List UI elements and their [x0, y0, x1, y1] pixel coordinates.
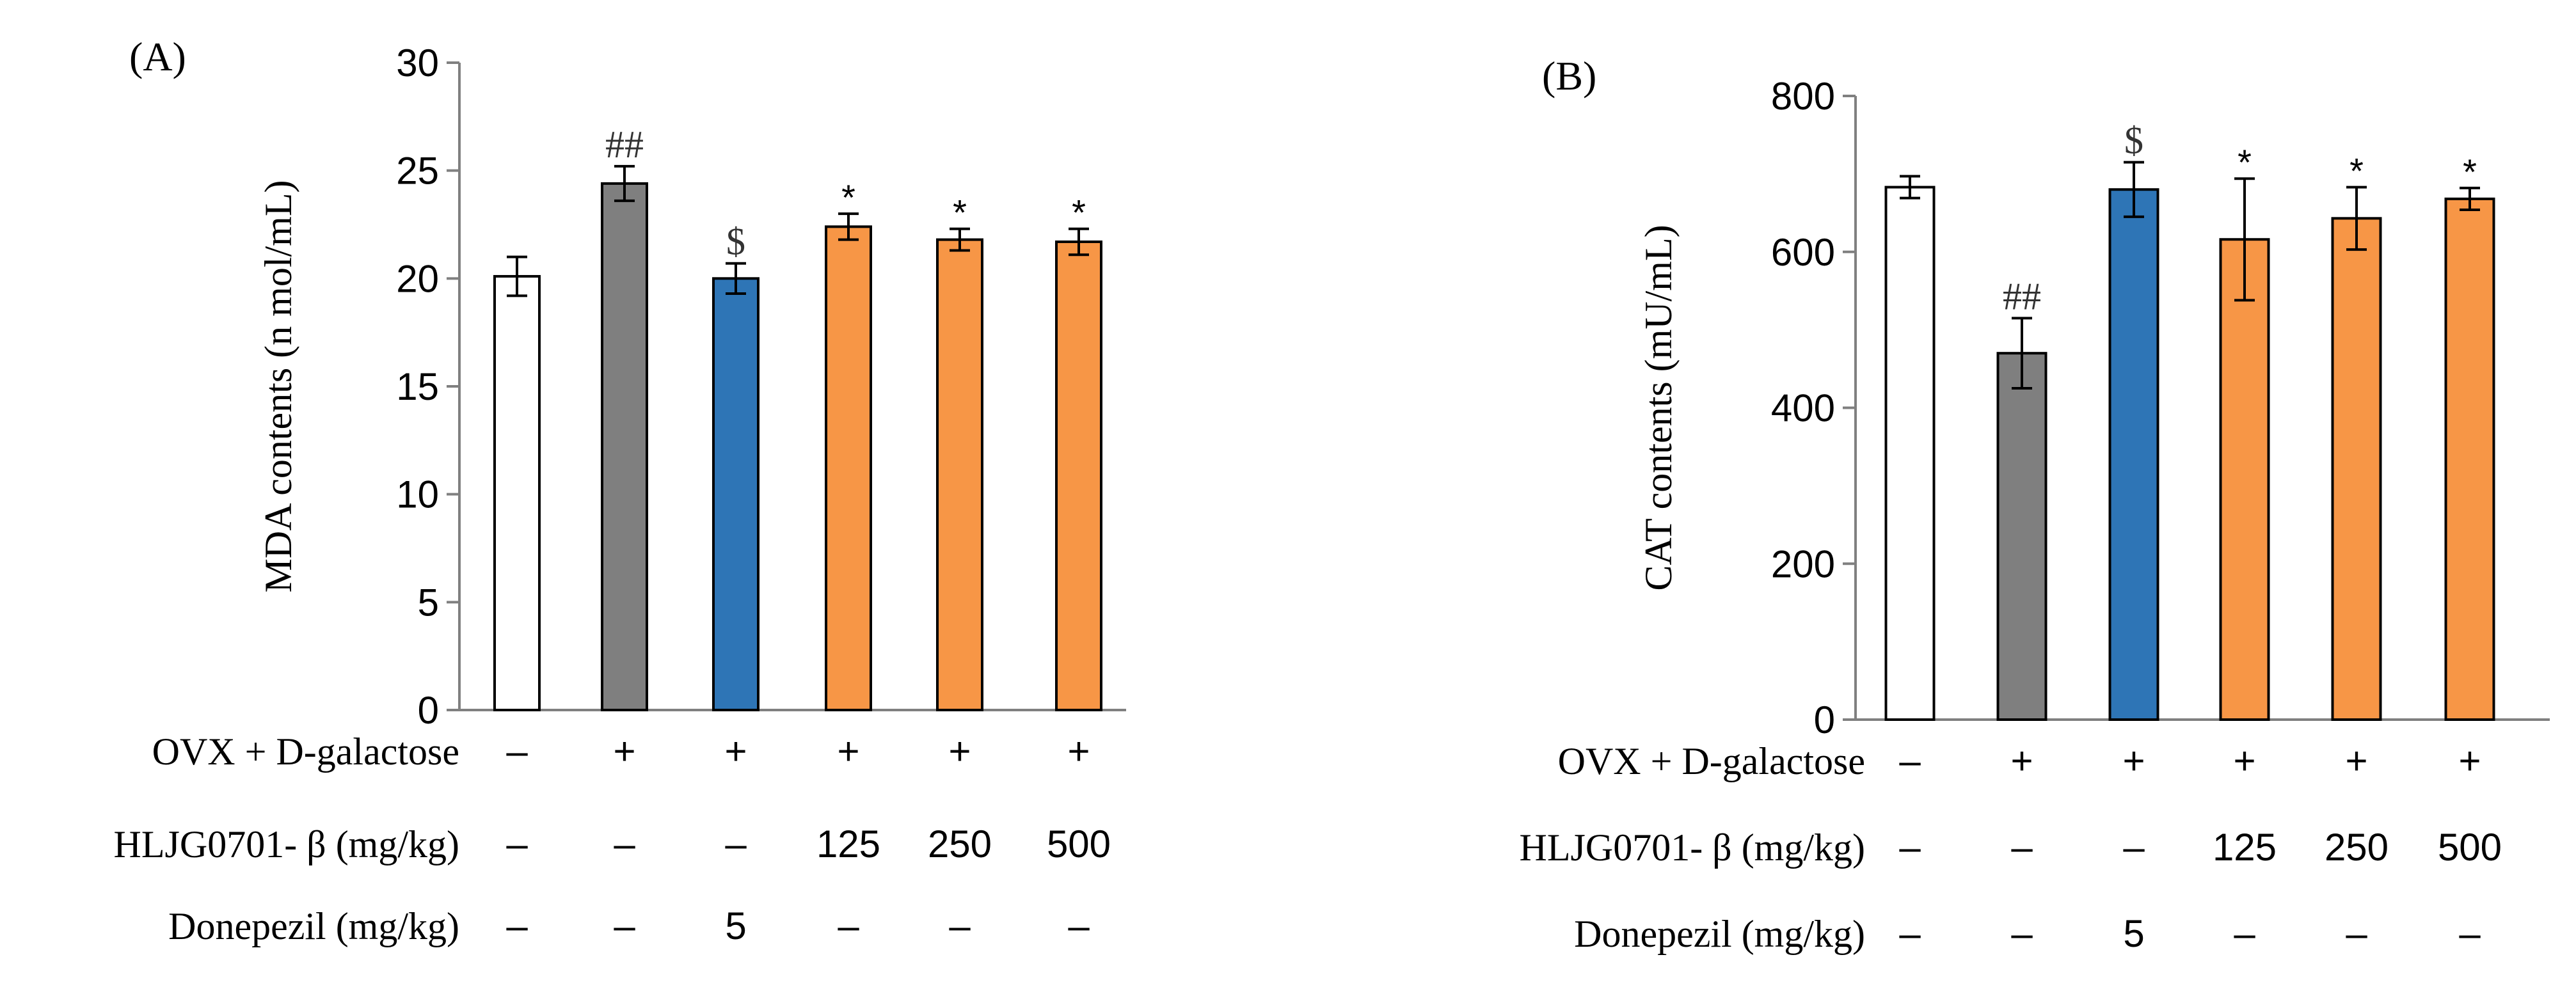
- condition-cell: –: [506, 730, 528, 773]
- condition-cell: –: [614, 904, 635, 947]
- significance-marker: *: [2349, 151, 2364, 191]
- condition-cell: –: [1068, 904, 1090, 947]
- condition-cell: 500: [2438, 826, 2502, 869]
- bar: [1056, 242, 1101, 710]
- condition-cell: 500: [1047, 823, 1111, 865]
- bar: [495, 276, 539, 710]
- condition-cell: –: [2459, 912, 2481, 955]
- condition-cell: 250: [928, 823, 992, 865]
- y-axis-label: CAT contents (mU/mL): [1637, 225, 1680, 590]
- condition-cell: –: [2011, 912, 2033, 955]
- condition-cell: +: [948, 730, 971, 773]
- y-tick-label: 30: [396, 42, 439, 84]
- condition-cell: –: [725, 823, 747, 865]
- y-tick-label: 0: [1814, 699, 1835, 741]
- bar: [826, 226, 871, 710]
- y-tick-label: 200: [1771, 542, 1835, 585]
- condition-cell: –: [2234, 912, 2255, 955]
- significance-marker: *: [2463, 152, 2477, 192]
- condition-row-label: Donepezil (mg/kg): [1574, 913, 1865, 955]
- y-tick-label: 20: [396, 257, 439, 300]
- condition-cell: –: [506, 823, 528, 865]
- significance-marker: $: [2124, 120, 2143, 162]
- bar: [2110, 189, 2158, 720]
- condition-row-label: OVX + D-galactose: [1558, 740, 1865, 782]
- y-tick-label: 15: [396, 365, 439, 408]
- y-tick-label: 25: [396, 150, 439, 193]
- condition-cell: –: [1899, 912, 1921, 955]
- condition-cell: –: [2011, 826, 2033, 869]
- condition-cell: –: [949, 904, 971, 947]
- significance-marker: $: [726, 221, 745, 263]
- significance-marker: *: [841, 177, 855, 217]
- condition-cell: –: [838, 904, 859, 947]
- condition-cell: 125: [816, 823, 880, 865]
- condition-cell: 250: [2325, 826, 2389, 869]
- significance-marker: ##: [605, 123, 644, 166]
- condition-cell: 5: [2123, 912, 2144, 955]
- condition-cell: –: [2346, 912, 2367, 955]
- condition-cell: –: [614, 823, 635, 865]
- y-tick-label: 5: [418, 581, 439, 624]
- condition-cell: +: [837, 730, 859, 773]
- bar: [713, 278, 758, 710]
- y-axis-label: MDA contents (n mol/mL): [257, 180, 299, 593]
- condition-row-label: HLJG0701- β (mg/kg): [1520, 826, 1865, 869]
- y-tick-label: 400: [1771, 387, 1835, 430]
- condition-cell: 125: [2213, 826, 2277, 869]
- condition-row-label: OVX + D-galactose: [152, 731, 459, 773]
- significance-marker: *: [2238, 142, 2252, 182]
- condition-cell: +: [2122, 739, 2145, 782]
- bar: [2221, 239, 2269, 720]
- condition-cell: +: [1067, 730, 1090, 773]
- panel-label: (B): [1542, 53, 1596, 99]
- y-tick-label: 0: [418, 689, 439, 732]
- condition-cell: +: [2458, 739, 2481, 782]
- bar: [937, 240, 982, 710]
- condition-cell: +: [2345, 739, 2367, 782]
- panel-b: (B) 0 200 400 600 800 CAT contents (mU/mL) ## $ *…: [1520, 53, 2550, 955]
- bar: [2446, 199, 2494, 720]
- bar: [1998, 353, 2046, 720]
- bar: [602, 184, 647, 710]
- condition-cell: –: [1899, 826, 1921, 869]
- condition-cell: –: [1899, 739, 1921, 782]
- bar: [2333, 218, 2381, 720]
- figure: (A) 0 5 10 15 20 25 30 MDA contents (n mol/mL) ##…: [0, 0, 2576, 1003]
- panel-a: (A) 0 5 10 15 20 25 30 MDA contents (n mol/mL) ##…: [114, 34, 1126, 947]
- condition-row-label: HLJG0701- β (mg/kg): [114, 823, 459, 865]
- bar: [1886, 187, 1934, 720]
- condition-cell: +: [613, 730, 635, 773]
- significance-marker: *: [953, 193, 967, 233]
- condition-cell: +: [2233, 739, 2255, 782]
- y-tick-label: 800: [1771, 75, 1835, 118]
- condition-cell: +: [724, 730, 747, 773]
- significance-marker: *: [1072, 193, 1086, 233]
- condition-cell: +: [2010, 739, 2033, 782]
- condition-cell: –: [506, 904, 528, 947]
- significance-marker: ##: [2003, 275, 2041, 317]
- condition-cell: –: [2123, 826, 2145, 869]
- y-tick-label: 600: [1771, 231, 1835, 274]
- condition-cell: 5: [725, 904, 746, 947]
- panel-label: (A): [129, 34, 186, 79]
- condition-row-label: Donepezil (mg/kg): [168, 905, 459, 947]
- y-tick-label: 10: [396, 473, 439, 516]
